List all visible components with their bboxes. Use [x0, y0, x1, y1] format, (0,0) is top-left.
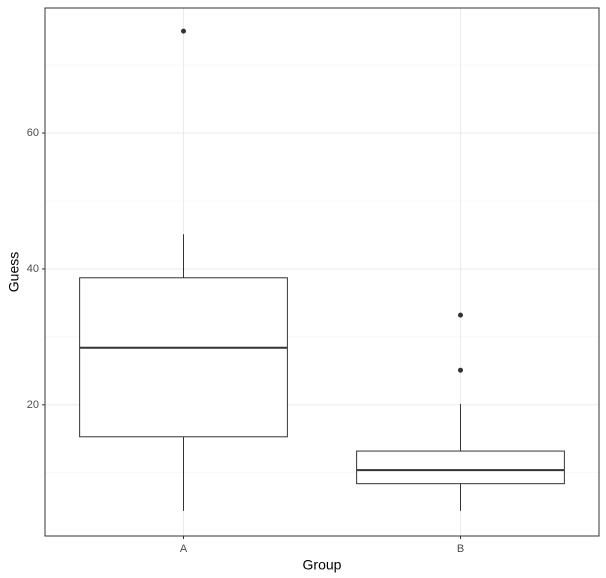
- outlier: [458, 367, 463, 373]
- x-tick-label: B: [457, 543, 464, 555]
- y-tick-label: 60: [27, 127, 39, 139]
- outlier: [458, 312, 463, 318]
- outlier: [181, 28, 186, 34]
- x-tick-label: A: [180, 543, 188, 555]
- panel-border: [44, 7, 600, 537]
- x-axis-title: Group: [303, 557, 342, 573]
- box: [79, 277, 288, 438]
- y-tick-label: 40: [27, 263, 39, 275]
- y-tick-label: 20: [27, 399, 39, 411]
- y-axis-title: Guess: [6, 252, 22, 292]
- box: [356, 450, 565, 485]
